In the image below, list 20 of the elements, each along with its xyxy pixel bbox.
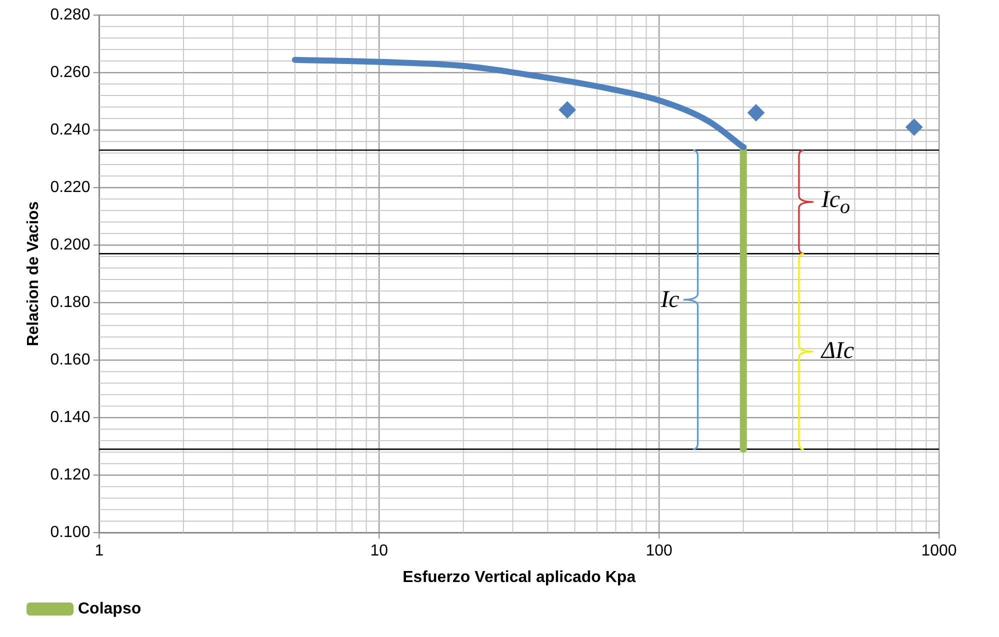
y-tick-label: 0.160 [50,351,90,368]
y-tick-label: 0.280 [50,6,90,24]
x-tick-label: 10 [370,542,388,560]
annotation: Ic$_{o}$ [821,186,850,218]
annotation: Ic [660,286,680,313]
x-tick-label: 1 [94,542,104,560]
x-axis-title: Esfuerzo Vertical aplicado Kpa [402,568,636,586]
y-tick-label: 0.240 [50,121,90,138]
y-axis-title: Relacion de Vacios [25,201,42,346]
x-tick-label: 1000 [921,542,957,560]
legend-label: Colapso [78,600,142,618]
y-tick-label: 0.200 [50,236,90,254]
y-tick-label: 0.220 [50,178,90,196]
y-tick-label: 0.120 [50,466,90,484]
y-tick-label: 0.260 [50,64,90,81]
y-tick-label: 0.180 [50,294,90,311]
annotation: ΔIc [821,338,854,364]
y-tick-label: 0.100 [50,524,90,542]
x-tick-label: 100 [646,542,673,560]
y-tick-label: 0.140 [50,408,90,426]
